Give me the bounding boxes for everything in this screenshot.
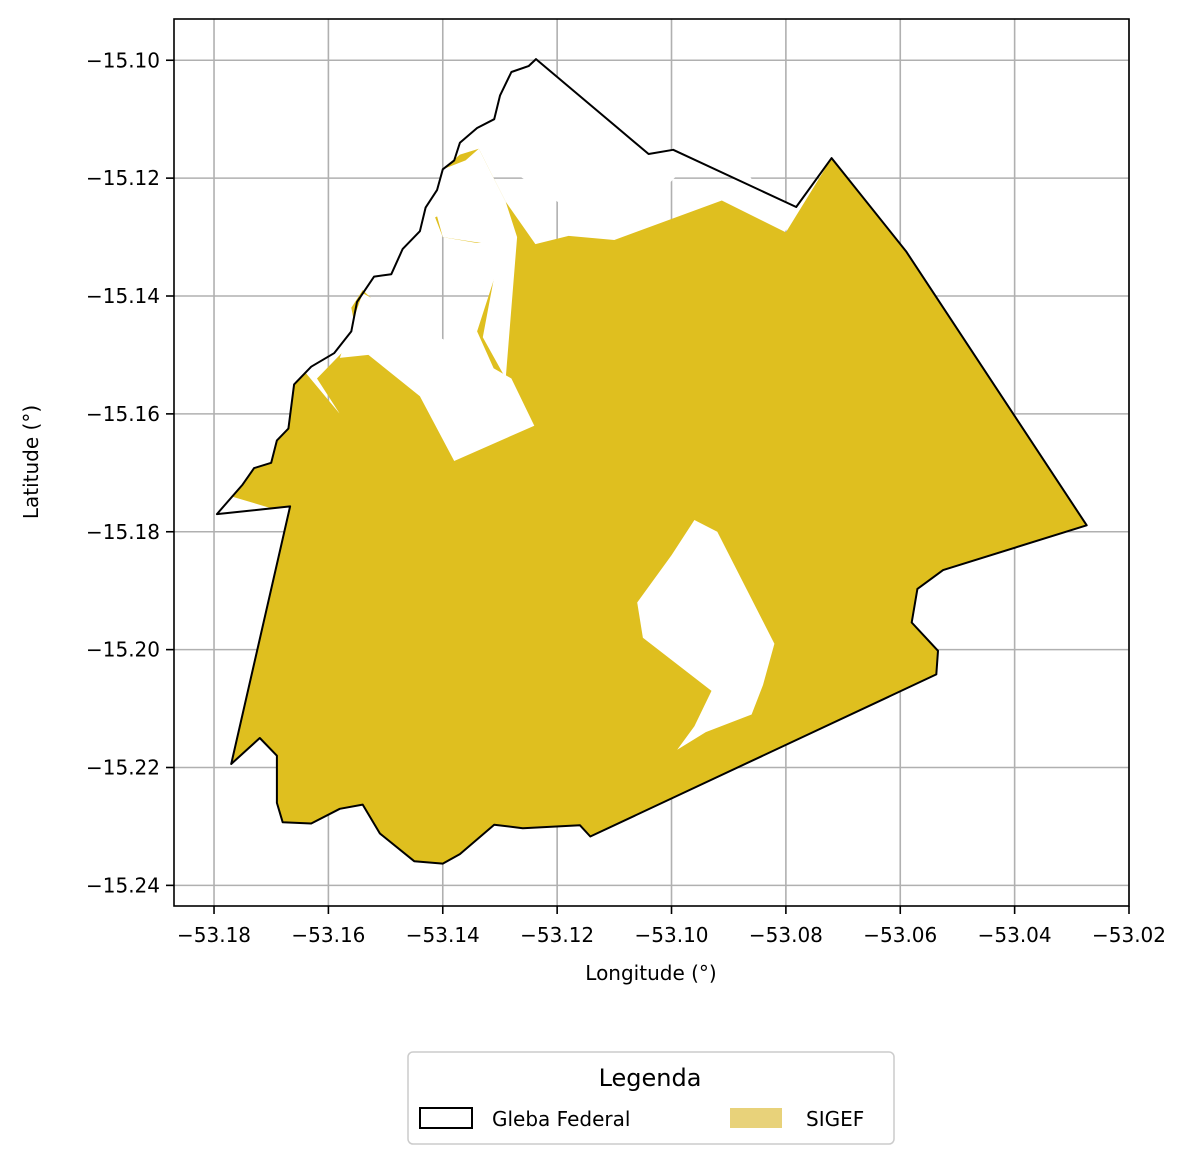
legend-swatch-gleba-federal <box>419 1107 473 1129</box>
axes-frame <box>173 18 1130 907</box>
y-tick-label-0: −15.10 <box>86 48 160 72</box>
gleba-federal-layer <box>215 58 1088 865</box>
x-tick-label-5: −53.08 <box>749 923 823 947</box>
sigef-gap-0 <box>339 293 535 461</box>
legend-title: Legenda <box>599 1064 702 1092</box>
legend-label-gleba-federal: Gleba Federal <box>492 1107 630 1131</box>
sigef-gap-2 <box>637 520 775 750</box>
x-tick-label-3: −53.12 <box>520 923 594 947</box>
gleba-federal-outline <box>215 58 1088 865</box>
y-axis-ticks: −15.10 −15.12 −15.14 −15.16 −15.18 −15.20 −15.… <box>86 48 174 897</box>
x-tick-label-0: −53.18 <box>177 923 251 947</box>
y-tick-label-7: −15.24 <box>86 873 160 897</box>
x-tick-label-4: −53.10 <box>635 923 709 947</box>
y-axis-label: Latitude (°) <box>19 405 43 519</box>
x-tick-label-1: −53.16 <box>291 923 365 947</box>
legend: Legenda Gleba Federal SIGEF <box>407 1051 895 1145</box>
x-tick-label-2: −53.14 <box>406 923 480 947</box>
y-tick-label-4: −15.18 <box>86 520 160 544</box>
x-tick-label-7: −53.04 <box>978 923 1052 947</box>
y-tick-label-6: −15.22 <box>86 755 160 779</box>
y-tick-label-1: −15.12 <box>86 166 160 190</box>
y-tick-label-5: −15.20 <box>86 638 160 662</box>
y-tick-label-2: −15.14 <box>86 284 160 308</box>
sigef-parcel-area-0 <box>231 148 1087 864</box>
legend-label-sigef: SIGEF <box>806 1107 864 1131</box>
legend-swatch-sigef <box>730 1108 782 1128</box>
y-tick-label-3: −15.16 <box>86 402 160 426</box>
x-tick-label-8: −53.02 <box>1092 923 1166 947</box>
x-tick-label-6: −53.06 <box>863 923 937 947</box>
x-axis-ticks: −53.18 −53.16 −53.14 −53.12 −53.10 −53.08 −53.… <box>177 906 1166 947</box>
sigef-layer <box>231 59 1087 864</box>
sigef-gap-3 <box>478 59 797 240</box>
x-axis-label: Longitude (°) <box>585 961 716 985</box>
sigef-gap-1 <box>408 148 518 379</box>
